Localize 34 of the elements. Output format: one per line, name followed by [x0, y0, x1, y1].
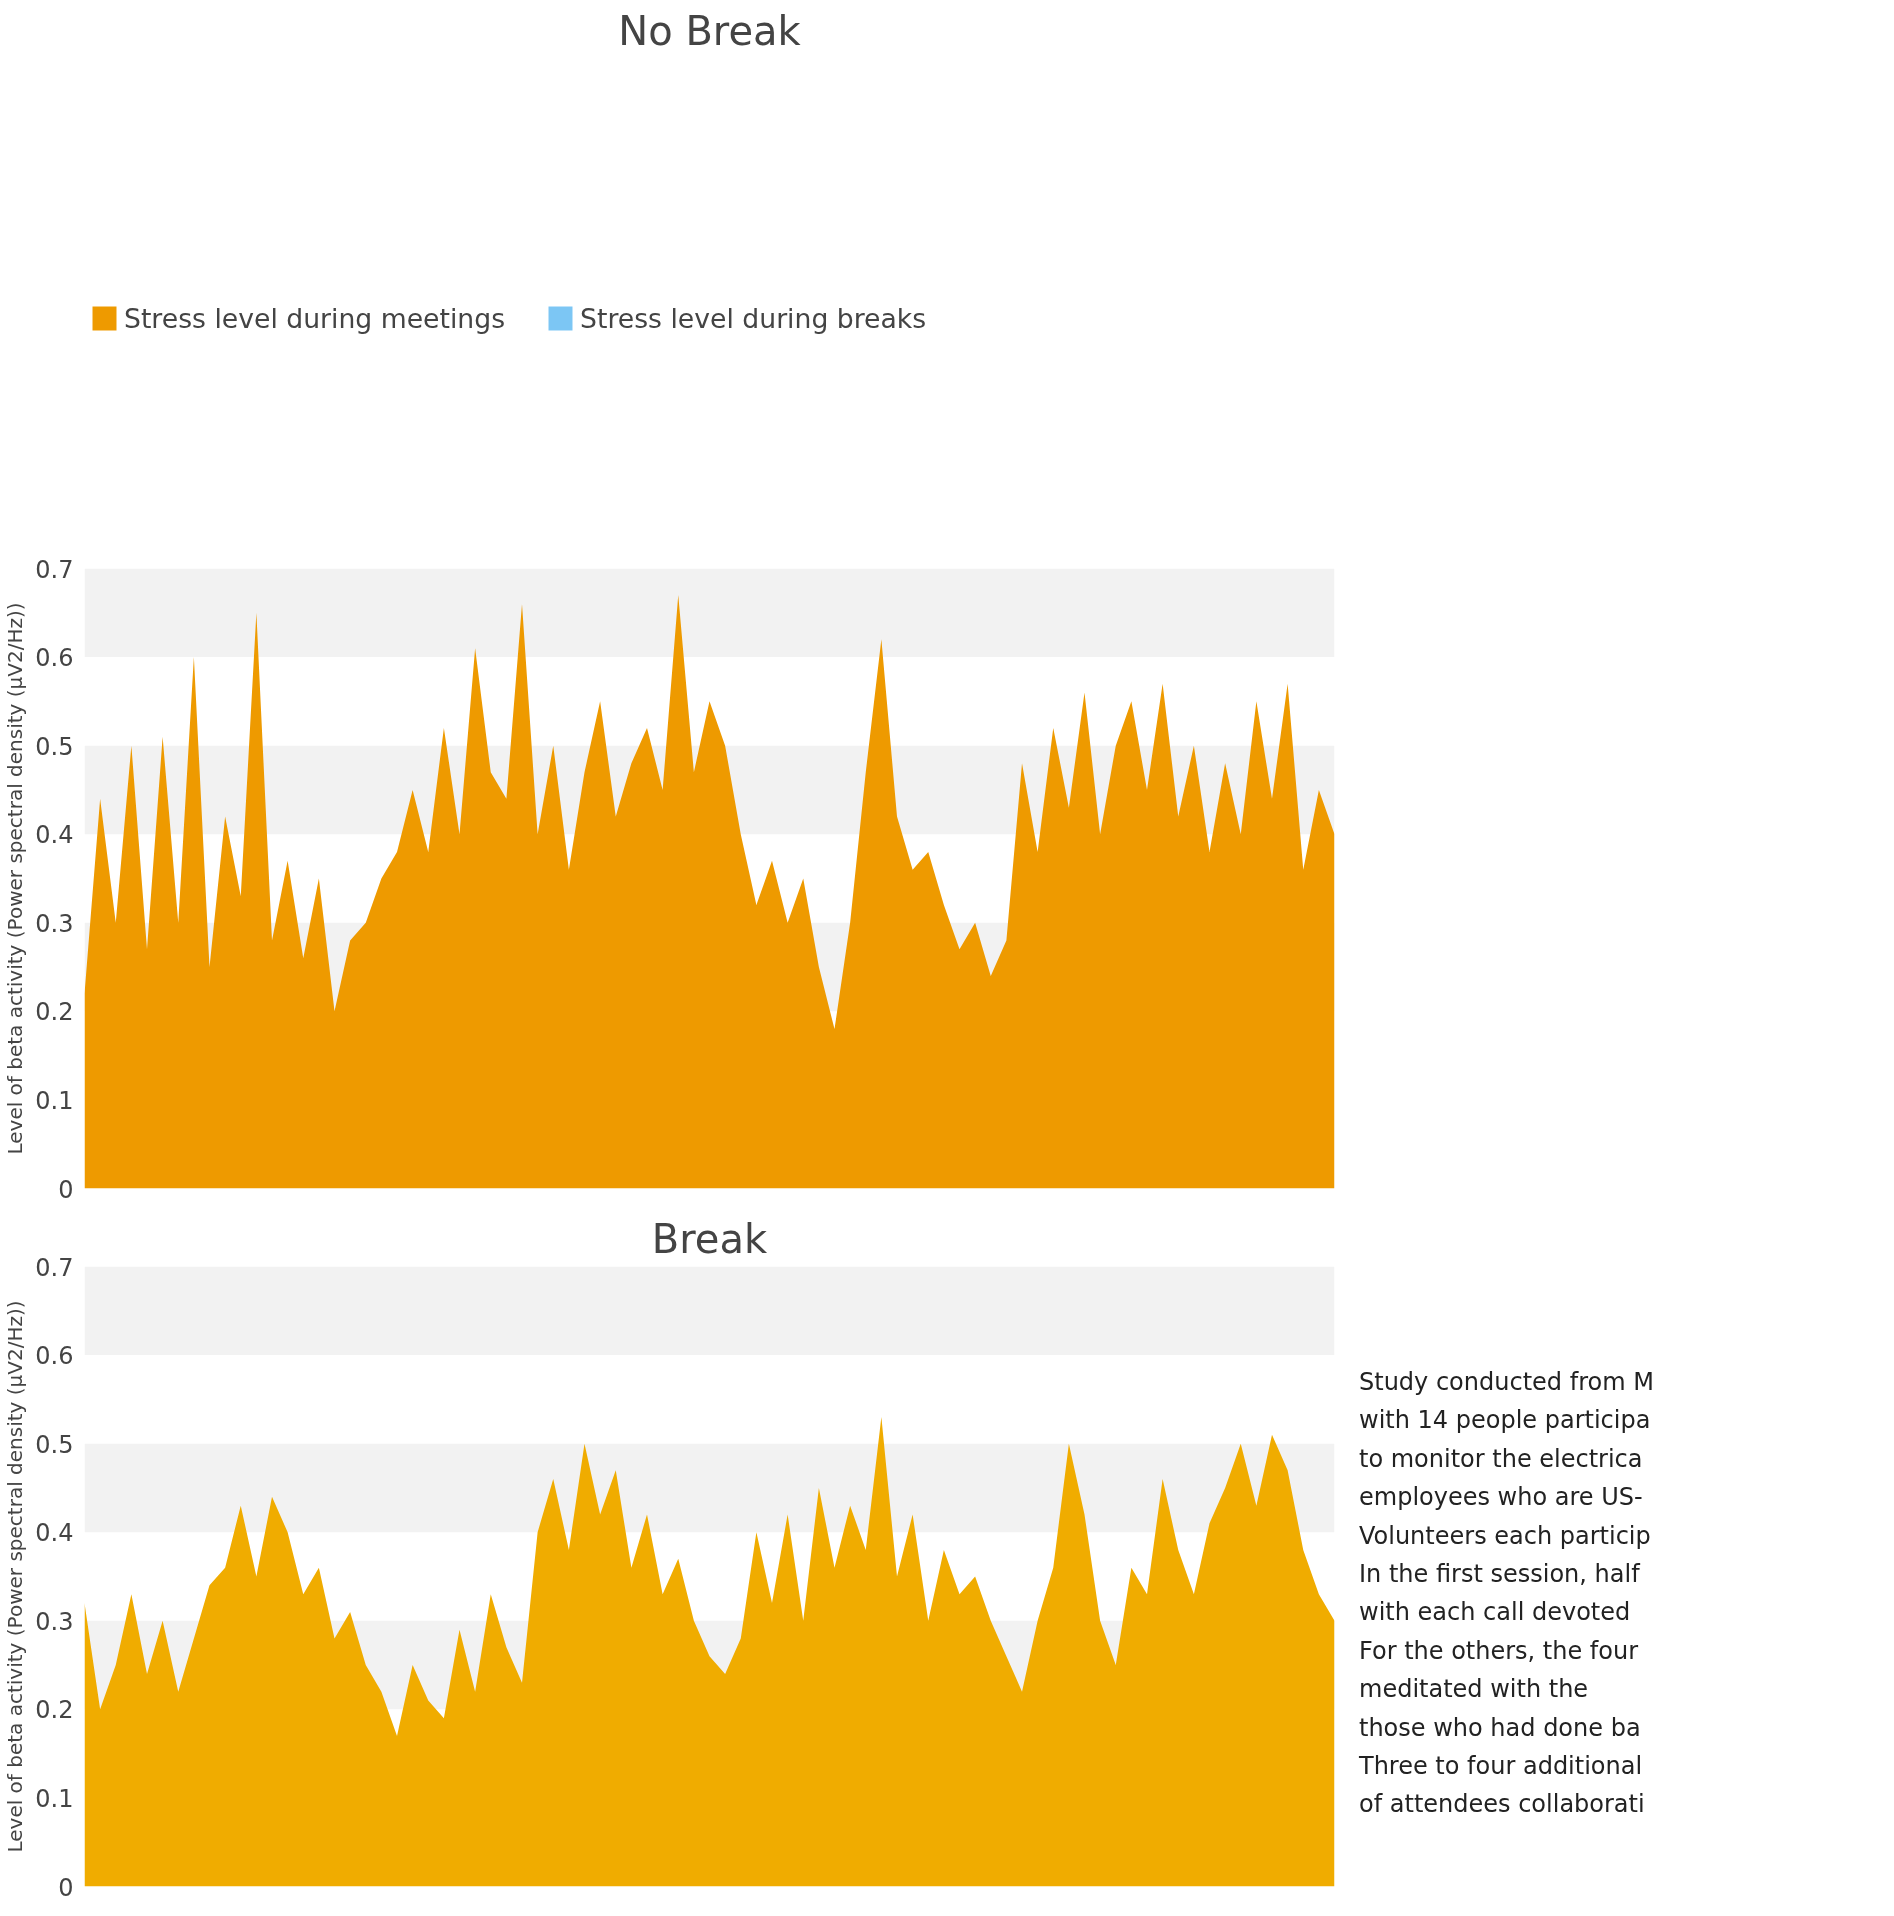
text: Study conducted from M: [1359, 1368, 1654, 1396]
text: with 14 people participa: [1359, 1406, 1651, 1435]
y-tick-label: 0.1: [35, 1784, 74, 1813]
chart-title: Break: [651, 1215, 768, 1262]
y-tick-label: 0: [58, 1873, 74, 1902]
text: employees who are US-: [1359, 1483, 1643, 1512]
y-axis-title: Level of beta activity (Power spectral density (μV2/Hz)): [3, 602, 28, 1155]
y-tick-label: 0.6: [35, 644, 74, 673]
text: Three to four additional: [1359, 1751, 1643, 1780]
text: with each call devoted: [1359, 1598, 1631, 1627]
text: Volunteers each particip: [1359, 1521, 1651, 1550]
text: those who had done ba: [1359, 1713, 1641, 1742]
y-tick-label: 0.2: [35, 998, 74, 1027]
y-tick-label: 0.2: [35, 1696, 74, 1725]
text: For the others, the four: [1359, 1636, 1639, 1665]
y-tick-label: 0.7: [35, 555, 74, 584]
legend-label: Stress level during meetings: [124, 302, 506, 334]
y-tick-label: 0.1: [35, 1086, 74, 1115]
y-axis-title: Level of beta activity (Power spectral density (μV2/Hz)): [3, 1300, 28, 1853]
y-tick-label: 0.7: [35, 1253, 74, 1282]
y-tick-label: 0.6: [35, 1342, 74, 1371]
y-tick-label: 0.4: [35, 1519, 74, 1548]
chart-title: No Break: [618, 7, 802, 54]
y-tick-label: 0.3: [35, 1607, 74, 1636]
y-tick-label: 0.5: [35, 732, 74, 761]
text: meditated with the: [1359, 1675, 1589, 1704]
text: of attendees collaborati: [1359, 1790, 1645, 1819]
y-tick-label: 0.5: [35, 1430, 74, 1459]
y-tick-label: 0.4: [35, 821, 74, 850]
text: to monitor the electrica: [1359, 1444, 1643, 1473]
y-tick-label: 0: [58, 1175, 74, 1204]
text: In the first session, half: [1359, 1559, 1640, 1588]
legend-label: Stress level during breaks: [580, 302, 927, 334]
y-tick-label: 0.3: [35, 909, 74, 938]
